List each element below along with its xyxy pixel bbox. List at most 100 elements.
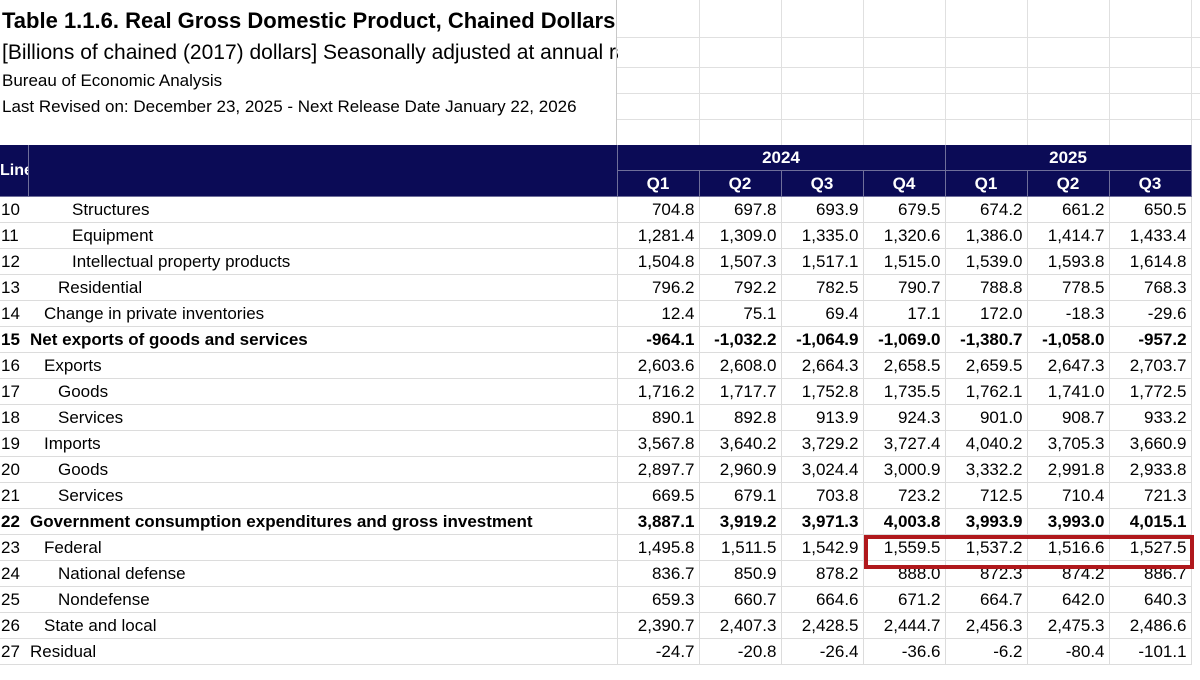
year-header-2025[interactable]: 2025 (945, 145, 1192, 171)
value-cell[interactable]: 3,887.1 (617, 508, 700, 535)
value-cell[interactable]: 3,332.2 (945, 456, 1028, 483)
value-cell[interactable]: 1,559.5 (863, 534, 946, 561)
row-label-cell[interactable]: Government consumption expenditures and … (28, 508, 618, 535)
value-cell[interactable]: 1,504.8 (617, 248, 700, 275)
value-cell[interactable]: 661.2 (1027, 196, 1110, 223)
row-label-cell[interactable]: Goods (28, 456, 618, 483)
value-cell[interactable]: 1,320.6 (863, 222, 946, 249)
value-cell[interactable]: 1,593.8 (1027, 248, 1110, 275)
value-cell[interactable]: 1,335.0 (781, 222, 864, 249)
value-cell[interactable]: 2,664.3 (781, 352, 864, 379)
value-cell[interactable]: 3,640.2 (699, 430, 782, 457)
value-cell[interactable]: 1,517.1 (781, 248, 864, 275)
line-number-cell[interactable]: 19 (0, 430, 28, 457)
value-cell[interactable]: 1,414.7 (1027, 222, 1110, 249)
row-label-cell[interactable]: Nondefense (28, 586, 618, 613)
value-cell[interactable]: 75.1 (699, 300, 782, 327)
value-cell[interactable]: 908.7 (1027, 404, 1110, 431)
line-number-cell[interactable]: 20 (0, 456, 28, 483)
agency-name[interactable]: Bureau of Economic Analysis (2, 71, 223, 90)
value-cell[interactable]: 679.5 (863, 196, 946, 223)
line-number-cell[interactable]: 25 (0, 586, 28, 613)
value-cell[interactable]: 2,658.5 (863, 352, 946, 379)
value-cell[interactable]: 2,659.5 (945, 352, 1028, 379)
value-cell[interactable]: -1,069.0 (863, 326, 946, 353)
quarter-header[interactable]: Q2 (699, 170, 782, 197)
value-cell[interactable]: 1,741.0 (1027, 378, 1110, 405)
line-column-header[interactable]: Line (0, 145, 29, 197)
value-cell[interactable]: 836.7 (617, 560, 700, 587)
value-cell[interactable]: 664.6 (781, 586, 864, 613)
row-label-cell[interactable]: Net exports of goods and services (28, 326, 618, 353)
value-cell[interactable]: 1,281.4 (617, 222, 700, 249)
value-cell[interactable]: 2,603.6 (617, 352, 700, 379)
value-cell[interactable]: -80.4 (1027, 638, 1110, 665)
value-cell[interactable]: 1,542.9 (781, 534, 864, 561)
row-label-cell[interactable]: Equipment (28, 222, 618, 249)
value-cell[interactable]: -1,064.9 (781, 326, 864, 353)
value-cell[interactable]: 913.9 (781, 404, 864, 431)
value-cell[interactable]: 796.2 (617, 274, 700, 301)
value-cell[interactable]: -36.6 (863, 638, 946, 665)
value-cell[interactable]: 69.4 (781, 300, 864, 327)
value-cell[interactable]: 901.0 (945, 404, 1028, 431)
value-cell[interactable]: 3,729.2 (781, 430, 864, 457)
value-cell[interactable]: 2,703.7 (1109, 352, 1192, 379)
row-label-cell[interactable]: Goods (28, 378, 618, 405)
quarter-header[interactable]: Q1 (945, 170, 1028, 197)
value-cell[interactable]: 3,971.3 (781, 508, 864, 535)
value-cell[interactable]: 2,897.7 (617, 456, 700, 483)
value-cell[interactable]: 1,495.8 (617, 534, 700, 561)
value-cell[interactable]: 4,040.2 (945, 430, 1028, 457)
line-number-cell[interactable]: 18 (0, 404, 28, 431)
value-cell[interactable]: 1,614.8 (1109, 248, 1192, 275)
value-cell[interactable]: 2,486.6 (1109, 612, 1192, 639)
line-number-cell[interactable]: 15 (0, 326, 28, 353)
value-cell[interactable]: 723.2 (863, 482, 946, 509)
value-cell[interactable]: 3,024.4 (781, 456, 864, 483)
line-number-cell[interactable]: 14 (0, 300, 28, 327)
row-label-cell[interactable]: Exports (28, 352, 618, 379)
value-cell[interactable]: 892.8 (699, 404, 782, 431)
value-cell[interactable]: 640.3 (1109, 586, 1192, 613)
quarter-header[interactable]: Q2 (1027, 170, 1110, 197)
line-number-cell[interactable]: 10 (0, 196, 28, 223)
value-cell[interactable]: 2,390.7 (617, 612, 700, 639)
line-number-cell[interactable]: 24 (0, 560, 28, 587)
value-cell[interactable]: 3,919.2 (699, 508, 782, 535)
value-cell[interactable]: 2,608.0 (699, 352, 782, 379)
value-cell[interactable]: 768.3 (1109, 274, 1192, 301)
value-cell[interactable]: -1,032.2 (699, 326, 782, 353)
value-cell[interactable]: 1,772.5 (1109, 378, 1192, 405)
value-cell[interactable]: 172.0 (945, 300, 1028, 327)
value-cell[interactable]: -26.4 (781, 638, 864, 665)
revision-note[interactable]: Last Revised on: December 23, 2025 - Nex… (2, 97, 577, 116)
value-cell[interactable]: 886.7 (1109, 560, 1192, 587)
value-cell[interactable]: 2,444.7 (863, 612, 946, 639)
value-cell[interactable]: 697.8 (699, 196, 782, 223)
value-cell[interactable]: 1,386.0 (945, 222, 1028, 249)
value-cell[interactable]: 788.8 (945, 274, 1028, 301)
value-cell[interactable]: 669.5 (617, 482, 700, 509)
value-cell[interactable]: 693.9 (781, 196, 864, 223)
value-cell[interactable]: -1,380.7 (945, 326, 1028, 353)
value-cell[interactable]: -1,058.0 (1027, 326, 1110, 353)
value-cell[interactable]: 3,660.9 (1109, 430, 1192, 457)
table-subtitle[interactable]: [Billions of chained (2017) dollars] Sea… (2, 41, 618, 64)
value-cell[interactable]: 778.5 (1027, 274, 1110, 301)
value-cell[interactable]: 721.3 (1109, 482, 1192, 509)
value-cell[interactable]: 872.3 (945, 560, 1028, 587)
line-number-cell[interactable]: 26 (0, 612, 28, 639)
line-number-cell[interactable]: 21 (0, 482, 28, 509)
row-label-cell[interactable]: State and local (28, 612, 618, 639)
value-cell[interactable]: 792.2 (699, 274, 782, 301)
line-number-cell[interactable]: 23 (0, 534, 28, 561)
value-cell[interactable]: 4,003.8 (863, 508, 946, 535)
value-cell[interactable]: 1,511.5 (699, 534, 782, 561)
value-cell[interactable]: 2,428.5 (781, 612, 864, 639)
value-cell[interactable]: 2,475.3 (1027, 612, 1110, 639)
line-number-cell[interactable]: 22 (0, 508, 28, 535)
value-cell[interactable]: 3,993.9 (945, 508, 1028, 535)
value-cell[interactable]: -20.8 (699, 638, 782, 665)
row-label-cell[interactable]: Services (28, 404, 618, 431)
